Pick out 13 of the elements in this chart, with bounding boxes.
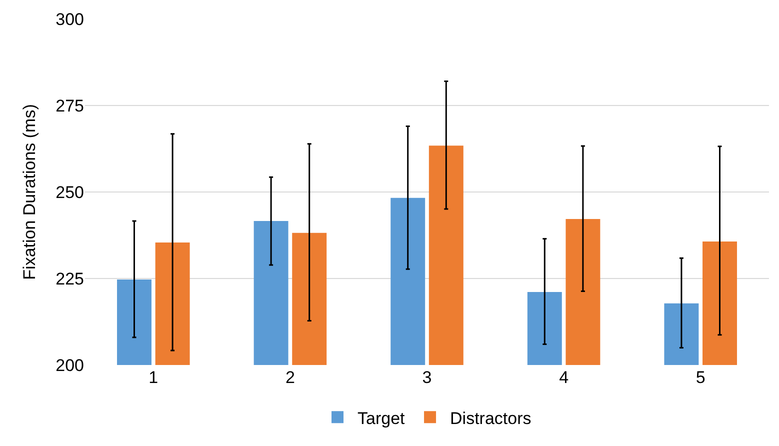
x-tick-label: 3 (422, 368, 432, 387)
y-tick-label: 250 (56, 182, 84, 202)
y-tick-label: 200 (56, 356, 84, 375)
y-tick-label: 300 (56, 10, 84, 29)
x-tick-label: 4 (559, 368, 569, 387)
y-tick-label: 225 (56, 269, 84, 288)
legend-label: Distractors (450, 408, 532, 428)
legend-label: Target (358, 408, 406, 428)
x-tick-label: 1 (148, 368, 158, 387)
y-axis-title: Fixation Durations (ms) (20, 104, 40, 280)
x-tick-label: 2 (285, 368, 295, 387)
x-tick-label: 5 (696, 368, 706, 387)
y-tick-label: 275 (56, 96, 84, 116)
